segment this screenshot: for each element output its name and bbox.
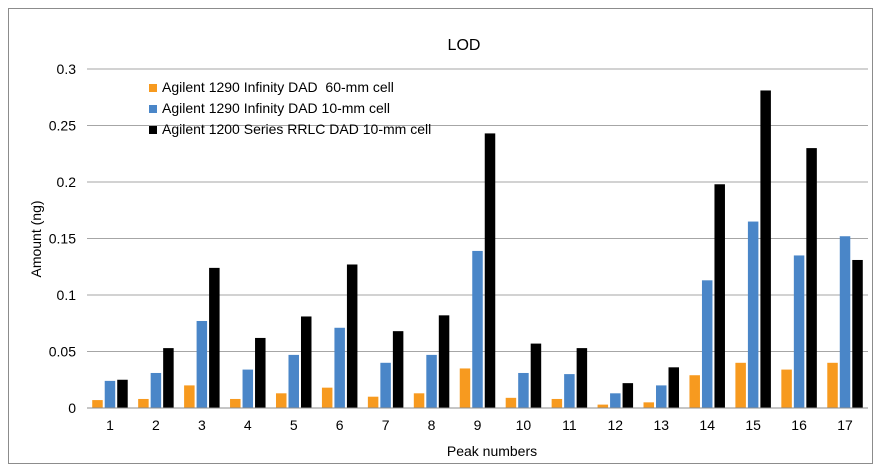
y-axis-title: Amount (ng) (28, 200, 44, 277)
x-tick-label: 10 (516, 417, 532, 433)
x-tick-label: 12 (608, 417, 624, 433)
chart-title: LOD (448, 37, 481, 54)
bar-series-1-peak-7 (367, 396, 379, 408)
bar-series-1-peak-4 (230, 398, 241, 408)
legend-swatch-series-3 (149, 126, 157, 134)
x-tick-label: 9 (474, 417, 482, 433)
bar-series-1-peak-9 (459, 368, 471, 408)
bar-series-3-peak-1 (117, 379, 128, 408)
bar-series-3-peak-8 (438, 315, 450, 408)
bar-series-1-peak-2 (138, 398, 149, 408)
y-tick-label: 0 (68, 400, 76, 416)
bar-series-2-peak-5 (288, 354, 299, 408)
bar-series-1-peak-11 (551, 398, 563, 408)
bar-series-3-peak-3 (209, 267, 220, 408)
bar-series-3-peak-10 (530, 343, 542, 408)
y-tick-label: 0.3 (57, 61, 77, 77)
bar-series-2-peak-17 (839, 236, 851, 408)
bar-series-3-peak-4 (255, 337, 266, 408)
bar-series-2-peak-11 (564, 374, 575, 408)
legend-label-series-1: Agilent 1290 Infinity DAD 60-mm cell (162, 79, 394, 95)
x-axis-title: Peak numbers (447, 443, 537, 459)
x-tick-label: 14 (699, 417, 715, 433)
bar-series-2-peak-6 (334, 327, 345, 408)
bar-series-2-peak-15 (747, 221, 759, 408)
bar-series-3-peak-15 (760, 90, 771, 408)
bar-series-3-peak-12 (622, 383, 634, 408)
x-tick-label: 4 (244, 417, 252, 433)
x-tick-label: 1 (106, 417, 114, 433)
bar-series-2-peak-7 (380, 362, 391, 408)
bar-series-3-peak-16 (806, 148, 817, 408)
bar-series-1-peak-12 (597, 404, 609, 408)
bar-series-1-peak-16 (781, 369, 792, 408)
bar-series-2-peak-12 (610, 393, 621, 408)
bar-series-2-peak-8 (426, 354, 437, 408)
y-tick-label: 0.15 (49, 231, 76, 247)
bar-series-1-peak-6 (321, 387, 333, 408)
bar-series-3-peak-11 (576, 348, 588, 408)
y-tick-label: 0.25 (49, 118, 76, 134)
y-tick-label: 0.05 (49, 344, 76, 360)
legend-label-series-3: Agilent 1200 Series RRLC DAD 10-mm cell (162, 121, 431, 137)
bar-series-2-peak-4 (242, 369, 254, 408)
bar-series-2-peak-3 (196, 320, 208, 408)
legend-swatch-series-1 (149, 84, 157, 92)
y-tick-label: 0.1 (57, 287, 77, 303)
bar-series-1-peak-15 (735, 362, 746, 408)
x-tick-label: 17 (837, 417, 853, 433)
bar-series-2-peak-14 (701, 280, 713, 408)
bar-series-3-peak-6 (346, 264, 358, 408)
bar-series-1-peak-1 (92, 400, 103, 408)
bar-series-3-peak-9 (484, 133, 496, 408)
bar-series-1-peak-13 (643, 402, 655, 408)
x-tick-label: 13 (653, 417, 669, 433)
x-tick-label: 7 (382, 417, 390, 433)
x-tick-label: 5 (290, 417, 298, 433)
y-tick-label: 0.2 (57, 174, 77, 190)
bar-series-3-peak-7 (392, 331, 404, 408)
bar-series-1-peak-10 (505, 397, 517, 408)
bar-series-1-peak-17 (827, 362, 838, 408)
x-tick-label: 6 (336, 417, 344, 433)
x-tick-label: 16 (791, 417, 807, 433)
bar-series-3-peak-13 (668, 367, 680, 408)
bar-series-3-peak-14 (714, 184, 725, 408)
bar-series-2-peak-9 (472, 250, 483, 408)
x-tick-label: 2 (152, 417, 160, 433)
bar-series-2-peak-1 (104, 380, 116, 408)
bar-series-2-peak-2 (150, 372, 162, 408)
bar-series-1-peak-14 (689, 375, 700, 408)
bar-series-2-peak-10 (518, 372, 529, 408)
x-tick-label: 8 (428, 417, 436, 433)
bar-series-1-peak-5 (275, 393, 287, 408)
bar-series-3-peak-17 (852, 259, 863, 408)
bar-series-2-peak-13 (656, 385, 667, 408)
x-tick-label: 15 (745, 417, 761, 433)
bar-series-3-peak-2 (163, 348, 174, 408)
x-tick-label: 3 (198, 417, 206, 433)
bar-series-1-peak-8 (413, 393, 425, 408)
bar-series-1-peak-3 (184, 385, 195, 408)
x-tick-label: 11 (562, 417, 577, 433)
bar-series-3-peak-5 (300, 316, 312, 408)
bar-series-2-peak-16 (793, 255, 805, 408)
legend-swatch-series-2 (149, 105, 157, 113)
legend-label-series-2: Agilent 1290 Infinity DAD 10-mm cell (162, 100, 390, 116)
